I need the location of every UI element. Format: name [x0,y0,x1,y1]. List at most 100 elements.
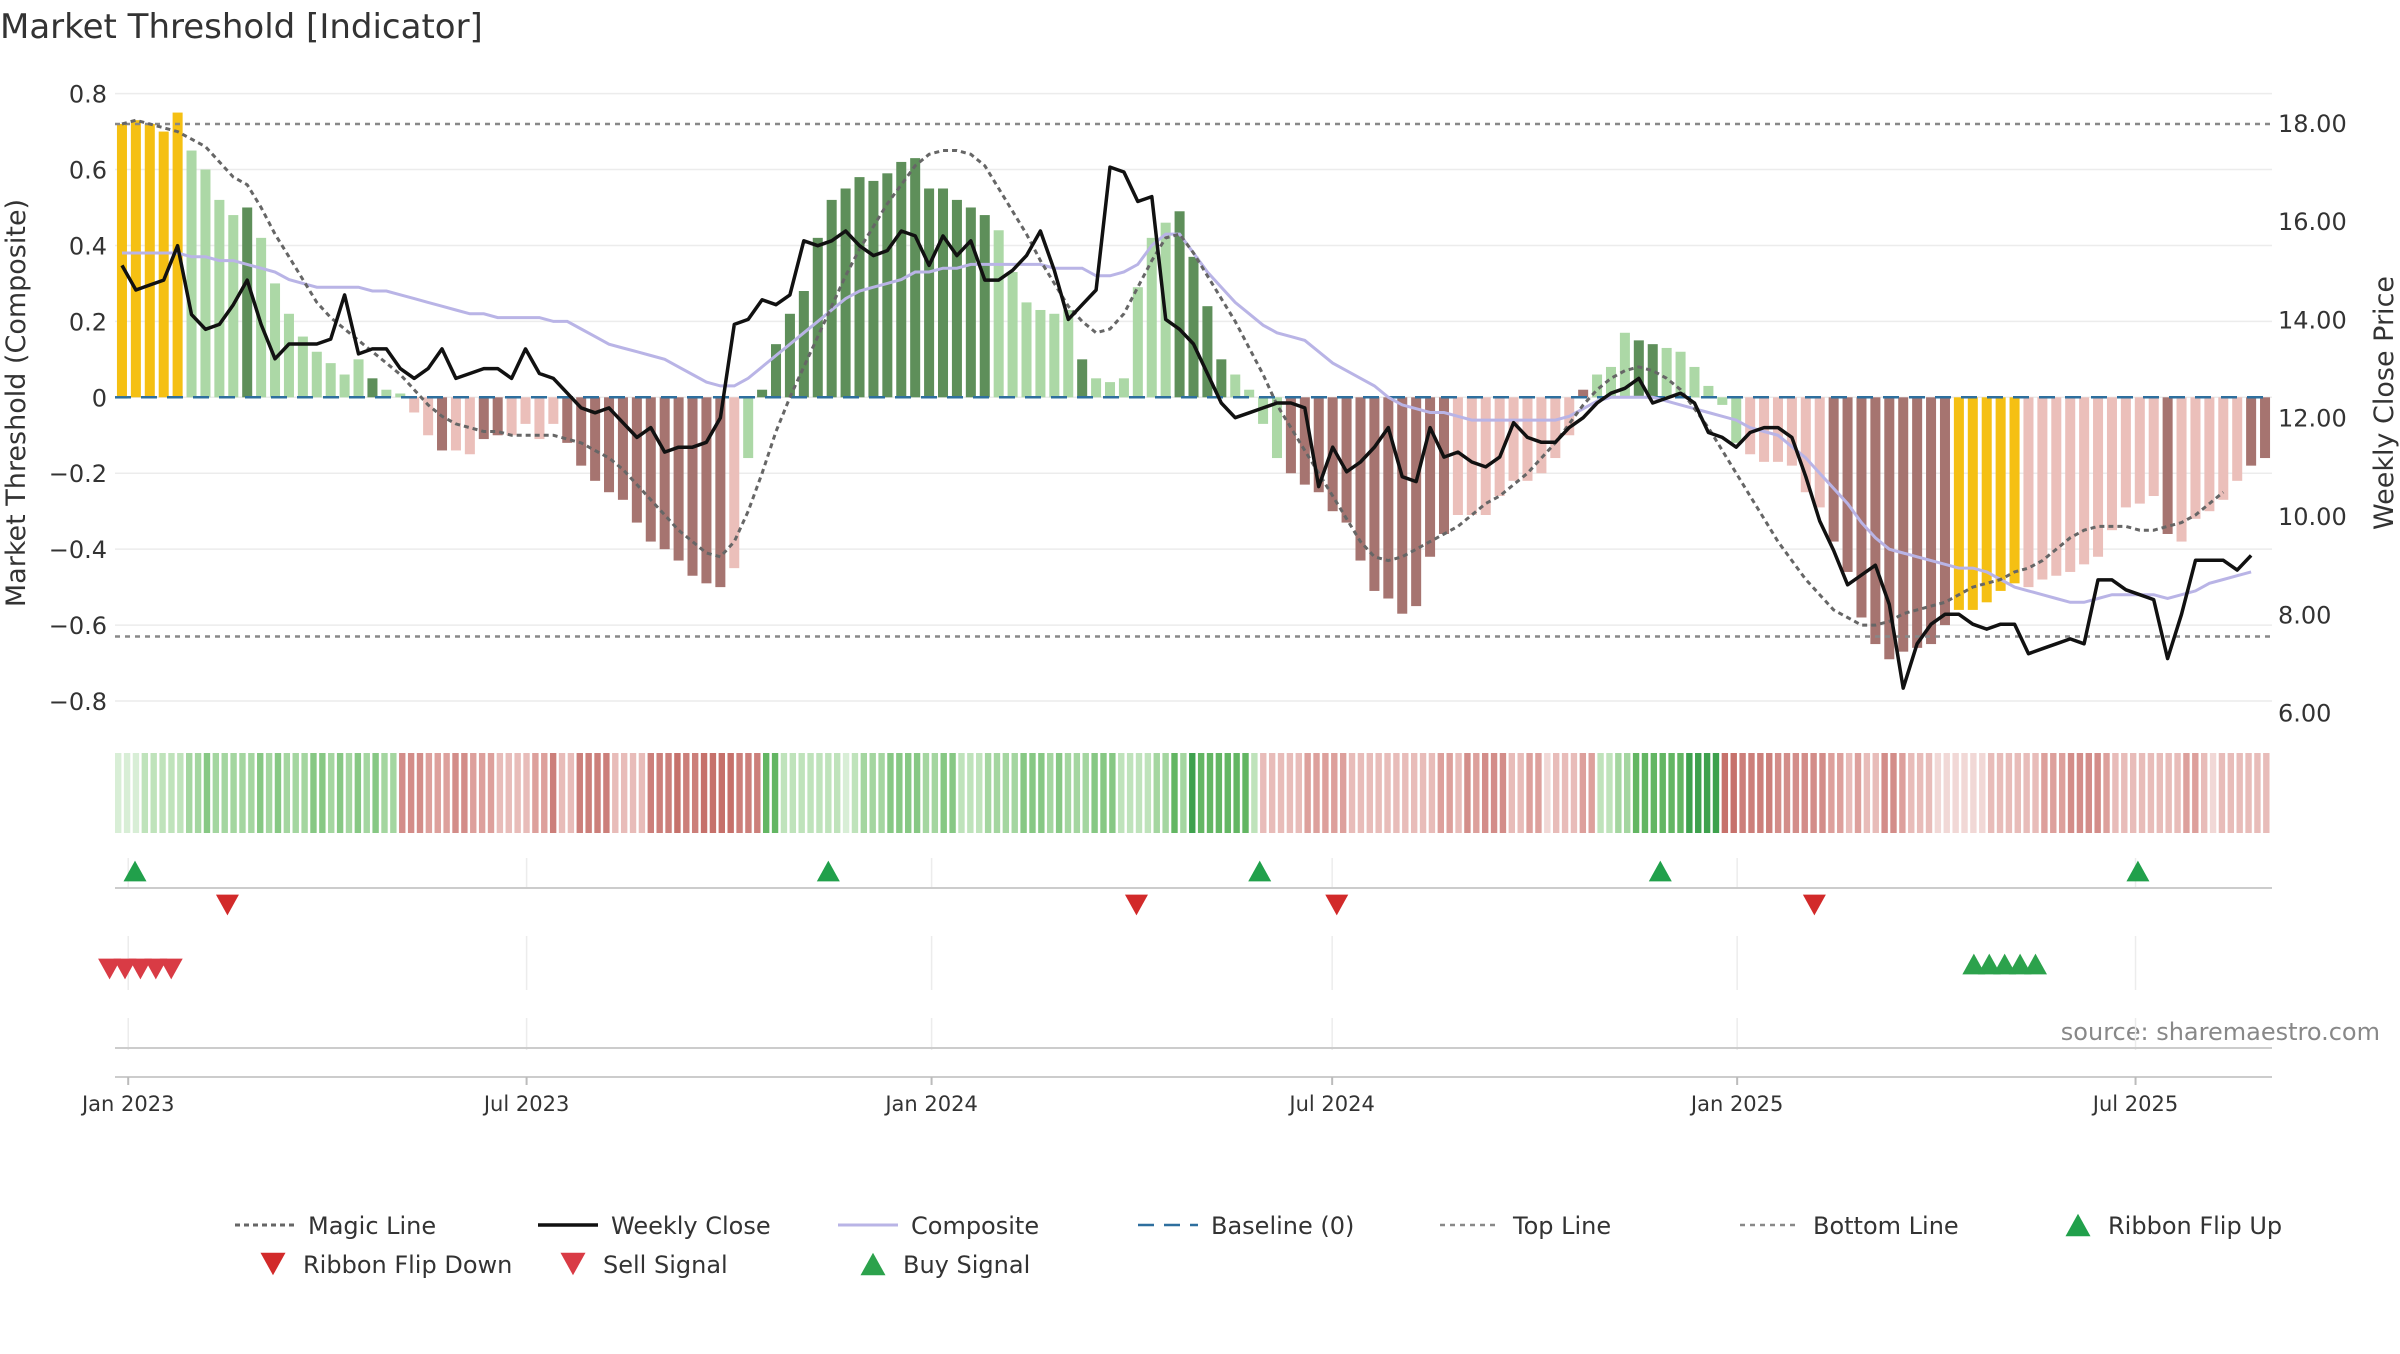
ribbon-cell [709,753,717,833]
composite-bar [993,230,1004,398]
legend-label: Ribbon Flip Down [303,1251,512,1279]
composite-bar [1675,351,1686,398]
y-tick-label: −0.8 [49,688,107,716]
composite-bar [311,351,322,398]
ribbon-cell [514,753,521,833]
ribbon-cell [1162,753,1169,833]
source-note: source: sharemaestro.com [2061,1018,2380,1046]
ribbon-cell [1783,753,1791,833]
lines [115,118,2272,690]
composite-bar [2093,397,2104,557]
ribbon-cell [1260,753,1267,833]
y-tick-label: −0.4 [49,536,107,564]
ribbon-cell [1668,753,1675,833]
x-tick-label: Jul 2025 [2091,1092,2178,1116]
ribbon-cell [1899,753,1906,833]
ribbon-cell [1979,753,1986,833]
composite-bar [2190,397,2201,519]
ribbon-cell [141,753,149,833]
ribbon-cell [549,753,557,833]
ribbon-cell [1189,753,1196,833]
ribbon-flip-down-marker [215,894,239,916]
ribbon-cell [1251,753,1258,833]
ribbon-cell [2245,753,2252,833]
legend-label: Baseline (0) [1211,1212,1354,1240]
ribbon-cell [2138,753,2146,833]
composite-bar [172,112,183,398]
ribbon-flip-up-marker [816,860,840,882]
composite-bar [1689,366,1700,398]
ribbon-flip-down-marker [1802,894,1826,916]
ribbon-cell [1579,753,1587,833]
ribbon-cell [2121,753,2128,833]
ribbon-cell [2050,753,2057,833]
ribbon-cell [230,753,237,833]
ribbon-cell [896,753,903,833]
composite-bar [743,397,754,459]
ribbon-cell [487,753,495,833]
y2-tick-label: 14.00 [2278,306,2347,334]
ribbon-cell [1197,753,1205,833]
ribbon-cell [1881,753,1888,833]
ribbon-cell [310,753,317,833]
composite-bar [1271,397,1283,459]
composite-bar [1717,397,1728,405]
ribbon-cell [780,753,788,833]
legend-label: Top Line [1512,1212,1611,1240]
ribbon-cell [1659,753,1666,833]
composite-bar [158,131,169,398]
ribbon-cell [647,753,654,833]
ribbon-cell [239,753,246,833]
ribbon-cell [887,753,894,833]
composite-bar [771,344,782,398]
composite-bar [1480,397,1491,515]
ribbon-cell [2165,753,2172,833]
ribbon-cell [2023,753,2030,833]
ribbon-cell [2209,753,2217,833]
ribbon-cell [1410,753,1418,833]
ribbon-cell [407,753,415,833]
composite-bar [2065,397,2076,572]
legend-label: Magic Line [308,1212,436,1240]
axes: 0.8 0.6 0.4 0.2 0 −0.2 −0.4 −0.6 −0.8 18.00 16.00 1… [49,81,2347,1116]
composite-bar [1842,397,1853,572]
composite-bar [701,397,712,584]
composite-bar [1425,397,1436,557]
composite-bar [2037,397,2048,580]
ribbon-cell [905,753,912,833]
ribbon-cell [816,753,823,833]
ribbon-cell [789,753,797,833]
ribbon-cell [1792,753,1800,833]
sell-signal-marker [113,958,137,980]
legend-label: Composite [911,1212,1039,1240]
ribbon-cell [736,753,743,833]
buy-signal-marker [2023,953,2047,975]
composite-bar [1355,397,1366,561]
buy-signal-marker [1962,953,1986,975]
ribbon-cell [1206,753,1214,833]
composite-bar [1285,397,1296,474]
ribbon-cell [1118,753,1125,833]
composite-bar [1592,374,1603,398]
composite-bar [534,397,545,440]
ribbon-cell [1020,753,1027,833]
composite-bar [116,123,127,398]
ribbon-cell [1508,753,1516,833]
ribbon-cell [1828,753,1835,833]
ribbon-cell [1712,753,1720,833]
composite-bar [2260,397,2271,459]
x-tick-label: Jan 2023 [80,1092,175,1116]
composite-bar [1216,359,1227,398]
composite-bar [1800,397,1811,493]
legend-label: Weekly Close [611,1212,771,1240]
composite-bar [910,158,921,398]
ribbon-cell [1837,753,1844,833]
ribbon-cell [1375,753,1382,833]
composite-bar [367,378,378,398]
ribbon-cell [620,753,628,833]
composite-bar [1786,397,1797,466]
ribbon-cell [452,753,459,833]
ribbon-cell [1357,753,1365,833]
ribbon-cell [2112,753,2119,833]
y-axis-label: Market Threshold (Composite) [1,199,32,607]
